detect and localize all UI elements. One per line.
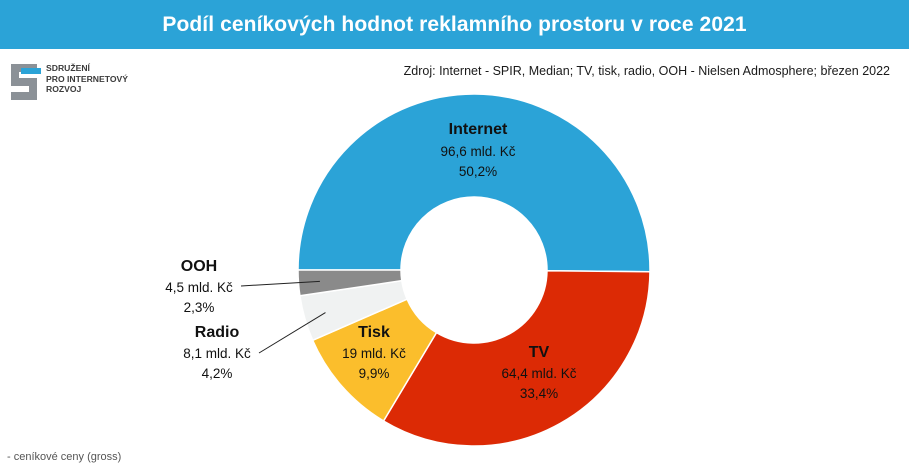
label-ooh-value: 4,5 mld. Kč [165, 280, 233, 295]
leader-line-ooh [240, 280, 320, 287]
label-ooh-name: OOH [181, 258, 217, 275]
label-tisk-name: Tisk [358, 324, 390, 341]
title-bar: Podíl ceníkových hodnot reklamního prost… [0, 0, 909, 49]
label-ooh-percent: 2,3% [184, 300, 215, 315]
logo-text: Sdružení pro internetový rozvoj [46, 63, 128, 94]
spir-logo-icon [11, 64, 41, 100]
slice-ooh [297, 269, 403, 297]
label-tisk-value: 19 mld. Kč [342, 346, 406, 361]
label-internet: Internet 96,6 mld. Kč 50,2% [440, 121, 515, 179]
label-internet-value: 96,6 mld. Kč [440, 144, 515, 159]
label-tisk: Tisk 19 mld. Kč 9,9% [342, 324, 406, 381]
footnote: - ceníkové ceny (gross) [7, 451, 122, 463]
label-radio-percent: 4,2% [202, 366, 233, 381]
label-radio-value: 8,1 mld. Kč [183, 346, 251, 361]
label-internet-name: Internet [449, 121, 508, 138]
label-tisk-percent: 9,9% [359, 366, 390, 381]
label-internet-percent: 50,2% [459, 164, 497, 179]
chart-title: Podíl ceníkových hodnot reklamního prost… [162, 12, 747, 36]
label-tv-percent: 33,4% [520, 386, 558, 401]
leader-lines [240, 280, 326, 354]
label-ooh: OOH 4,5 mld. Kč 2,3% [165, 258, 233, 315]
donut-slices [297, 93, 651, 447]
leader-line-radio [258, 312, 326, 354]
label-tv-value: 64,4 mld. Kč [501, 366, 576, 381]
label-radio: Radio 8,1 mld. Kč 4,2% [183, 324, 251, 381]
slice-tv [382, 269, 651, 447]
source-note: Zdroj: Internet - SPIR, Median; TV, tisk… [403, 64, 890, 78]
label-tv: TV 64,4 mld. Kč 33,4% [501, 344, 576, 401]
slice-internet [297, 93, 651, 273]
spir-logo: Sdružení pro internetový rozvoj [9, 62, 159, 106]
label-radio-name: Radio [195, 324, 240, 341]
label-tv-name: TV [529, 344, 550, 361]
